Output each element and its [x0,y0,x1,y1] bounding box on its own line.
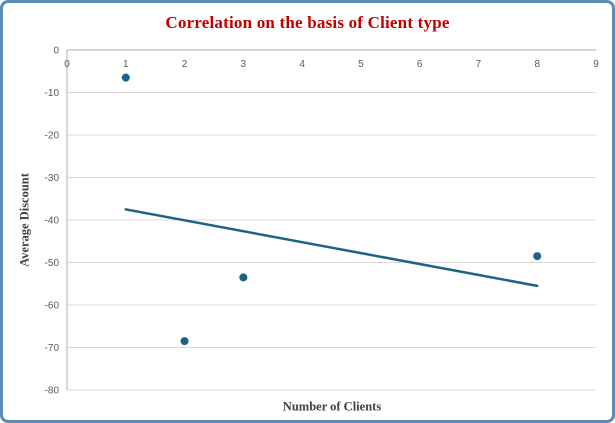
data-point [239,273,248,282]
x-tick-label: 2 [182,59,188,70]
y-tick-label: -50 [45,258,60,269]
data-point [180,337,189,346]
x-tick-label: 5 [358,59,364,70]
x-tick-label: 6 [417,59,423,70]
x-axis-title: Number of Clients [282,399,382,414]
x-tick-label: 8 [534,59,540,70]
y-tick-label: -60 [45,301,60,312]
y-tick-label: 0 [53,46,59,57]
y-tick-label: -70 [45,343,60,354]
y-tick-label: -80 [45,386,60,397]
y-tick-label: -10 [45,88,60,99]
y-tick-label: -20 [45,131,60,142]
x-tick-label: 0 [64,59,70,70]
data-point [121,73,130,82]
x-tick-label: 7 [476,59,482,70]
chart-title: Correlation on the basis of Client type [165,13,450,32]
y-tick-label: -40 [45,216,60,227]
x-tick-label: 3 [241,59,247,70]
scatter-plot: 0 1 2 3 4 5 6 7 8 9 0 -10 -20 -30 -40 -50 -60 -70 -80 [45,46,600,397]
x-tick-label: 4 [299,59,305,70]
x-tick-label: 9 [593,59,599,70]
x-tick-label: 1 [123,59,129,70]
y-tick-label: -30 [45,173,60,184]
data-point [533,252,542,261]
trendline [124,208,539,288]
